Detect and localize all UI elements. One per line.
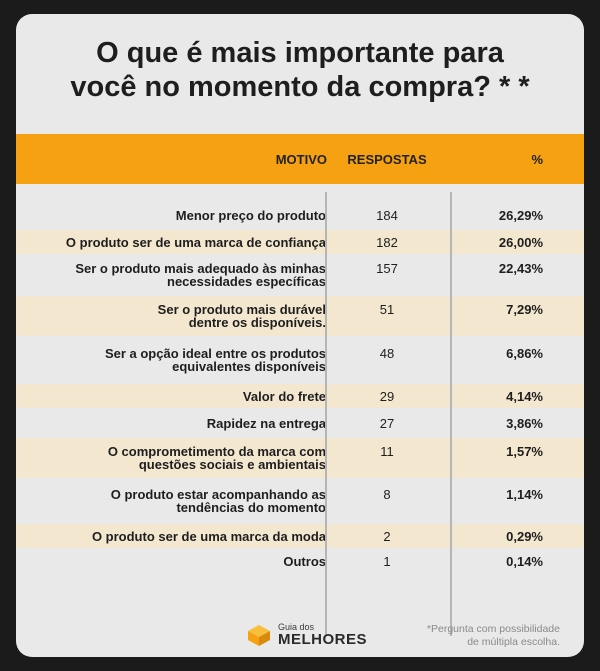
cell-respostas: 1 <box>383 554 391 569</box>
title-line-1: O que é mais importante para <box>96 37 504 69</box>
cell-respostas: 157 <box>376 261 398 276</box>
table-row: Ser o produto mais durável dentre os disp… <box>16 296 584 336</box>
cell-percent: 6,86% <box>506 346 543 361</box>
logo-text-big: MELHORES <box>278 631 368 648</box>
cell-motivo: Valor do frete <box>26 390 326 403</box>
cell-percent: 1,14% <box>506 487 543 502</box>
cell-percent: 4,14% <box>506 389 543 404</box>
table-row: Ser o produto mais adequado às minhas nec… <box>16 258 584 292</box>
column-divider-right <box>450 192 452 636</box>
cell-motivo: Rapidez na entrega <box>26 417 326 430</box>
cell-motivo: O produto estar acompanhando as tendência… <box>26 488 326 514</box>
cell-respostas: 51 <box>379 302 395 317</box>
infographic-card: O que é mais importante para você no mom… <box>16 14 584 657</box>
motivo-line: Valor do frete <box>242 389 326 404</box>
cell-motivo: Ser a opção ideal entre os produtos equiv… <box>26 347 326 373</box>
brand-logo: Guia dos MELHORES <box>246 622 367 648</box>
cell-respostas: 182 <box>376 235 398 250</box>
motivo-line: O produto ser de uma marca de confiança <box>65 235 326 250</box>
header-respostas: RESPOSTAS <box>347 152 427 167</box>
table-row: O comprometimento da marca com questões s… <box>16 438 584 478</box>
motivo-line: Rapidez na entrega <box>206 416 326 431</box>
motivo-line: Menor preço do produto <box>175 208 326 223</box>
footnote-line-1: *Pergunta com possibilidade <box>426 623 560 635</box>
cell-percent: 3,86% <box>506 416 543 431</box>
cell-respostas: 11 <box>380 444 394 459</box>
motivo-line: Ser o produto mais durável <box>157 302 326 317</box>
cell-percent: 22,43% <box>498 261 543 276</box>
header-motivo: MOTIVO <box>275 152 327 167</box>
cell-respostas: 29 <box>379 389 395 404</box>
cell-percent: 0,14% <box>506 554 543 569</box>
motivo-line: equivalentes disponíveis <box>172 359 326 374</box>
cell-motivo: Menor preço do produto <box>26 209 326 222</box>
title-line-2: você no momento da compra? * * <box>70 71 530 103</box>
motivo-line: necessidades específicas <box>167 274 326 289</box>
cell-percent: 26,29% <box>498 208 543 223</box>
table-row: Outros 1 0,14% <box>16 550 584 572</box>
table-row: O produto estar acompanhando as tendência… <box>16 482 584 520</box>
cell-respostas: 8 <box>383 487 391 502</box>
cell-respostas: 2 <box>383 529 391 544</box>
cell-motivo: O produto ser de uma marca de confiança <box>26 236 326 249</box>
footnote: *Pergunta com possibilidade de múltipla … <box>390 623 560 649</box>
header-percent: % <box>531 152 543 167</box>
footnote-line-2: de múltipla escolha. <box>467 636 560 648</box>
motivo-line: tendências do momento <box>176 500 326 515</box>
motivo-line: O produto ser de uma marca da moda <box>91 529 326 544</box>
motivo-line: Ser a opção ideal entre os produtos <box>104 346 326 361</box>
cell-motivo: O produto ser de uma marca da moda <box>26 530 326 543</box>
cell-motivo: Ser o produto mais adequado às minhas nec… <box>26 262 326 288</box>
table-row: O produto ser de uma marca de confiança 1… <box>16 230 584 254</box>
cell-percent: 1,57% <box>506 444 543 459</box>
motivo-line: O produto estar acompanhando as <box>110 487 326 502</box>
cell-percent: 0,29% <box>506 529 543 544</box>
table-row: Valor do frete 29 4,14% <box>16 384 584 408</box>
table-row: Rapidez na entrega 27 3,86% <box>16 412 584 434</box>
table-row: Ser a opção ideal entre os produtos equiv… <box>16 340 584 380</box>
cell-motivo: O comprometimento da marca com questões s… <box>26 445 326 471</box>
motivo-line: O comprometimento da marca com <box>107 444 326 459</box>
cell-motivo: Ser o produto mais durável dentre os disp… <box>26 303 326 329</box>
motivo-line: Outros <box>283 554 326 569</box>
survey-table: MOTIVO RESPOSTAS % Outros 1 0,14% O produto… <box>16 134 584 636</box>
cell-respostas: 184 <box>376 208 398 223</box>
cube-logo-icon <box>248 625 270 646</box>
logo-text-small: Guia dos <box>278 622 315 632</box>
table-header: MOTIVO RESPOSTAS % <box>16 134 584 184</box>
motivo-line: Ser o produto mais adequado às minhas <box>75 261 326 276</box>
cell-percent: 7,29% <box>506 302 543 317</box>
table-row: O produto ser de uma marca da moda 2 0,29% <box>16 524 584 548</box>
table-row: Menor preço do produto 184 26,29% <box>16 204 584 226</box>
page-title: O que é mais importante para você no mom… <box>16 36 584 104</box>
motivo-line: dentre os disponíveis. <box>188 315 326 330</box>
cell-motivo: Outros <box>26 555 326 568</box>
cell-respostas: 27 <box>379 416 395 431</box>
cell-respostas: 48 <box>379 346 395 361</box>
column-divider-left <box>325 192 327 636</box>
motivo-line: questões sociais e ambientais <box>138 457 326 472</box>
cell-percent: 26,00% <box>498 235 543 250</box>
